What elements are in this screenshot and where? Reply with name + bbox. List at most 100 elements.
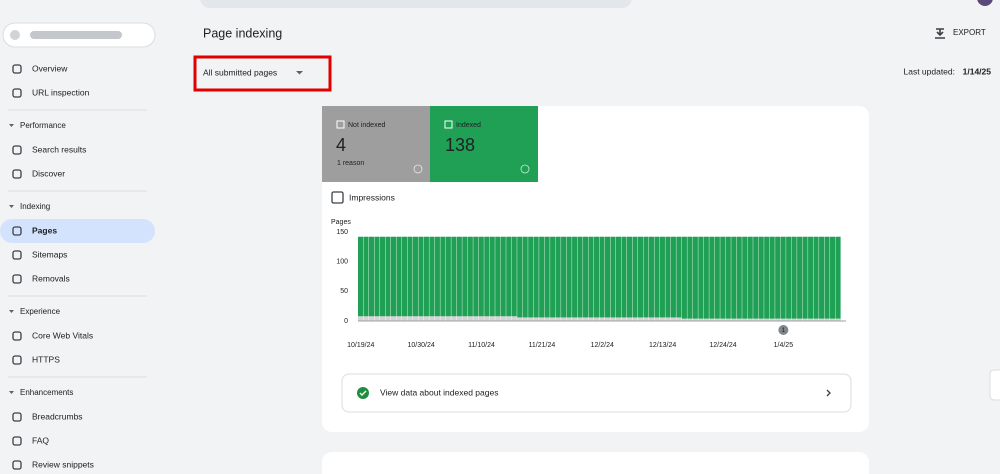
help-icon[interactable] <box>520 164 530 174</box>
nav-item[interactable]: URL inspection <box>32 87 90 97</box>
nav-icon <box>12 226 22 236</box>
nav-item[interactable]: Pages <box>32 225 57 235</box>
nav-icon <box>12 169 22 179</box>
bar-segment <box>445 236 451 317</box>
nav-item[interactable]: Review snippets <box>32 459 94 469</box>
nav-item[interactable]: Core Web Vitals <box>32 330 93 340</box>
bar-segment <box>528 236 534 318</box>
bar-segment <box>539 317 545 321</box>
bar-segment <box>418 316 424 321</box>
bar-segment <box>791 318 797 321</box>
nav-item[interactable]: Overview <box>32 63 68 73</box>
avatar[interactable] <box>977 0 993 6</box>
bar-segment <box>692 318 698 321</box>
nav-icon <box>12 412 22 422</box>
nav-section[interactable]: Enhancements <box>20 388 73 397</box>
bar-segment <box>764 236 770 319</box>
bar-segment <box>830 318 836 321</box>
bar-segment <box>429 236 435 317</box>
annotation-marker[interactable] <box>778 325 789 335</box>
search-bar[interactable] <box>200 0 632 8</box>
check-icon <box>357 387 369 399</box>
bar-segment <box>824 318 830 321</box>
bar-segment <box>731 318 737 321</box>
bar-segment <box>714 318 720 321</box>
bar-segment <box>434 316 440 321</box>
bar-segment <box>544 317 550 321</box>
bar-segment <box>681 318 687 321</box>
side-handle[interactable] <box>989 369 1000 401</box>
nav-section[interactable]: Performance <box>20 121 66 130</box>
bar-segment <box>835 236 841 319</box>
bar-segment <box>511 236 517 317</box>
bar-segment <box>824 236 830 319</box>
nav-item[interactable]: Removals <box>32 273 70 283</box>
nav-item[interactable]: Sitemaps <box>32 249 67 259</box>
bar-segment <box>621 317 627 321</box>
bar-segment <box>775 236 781 319</box>
bar-segment <box>396 316 402 321</box>
bar-segment <box>429 316 435 321</box>
view-data-button[interactable] <box>341 373 852 413</box>
x-tick-label: 12/13/24 <box>649 342 676 349</box>
not-indexed-tile[interactable] <box>322 106 430 182</box>
bar-segment <box>599 317 605 321</box>
nav-item[interactable]: Breadcrumbs <box>32 411 83 421</box>
next-card <box>322 452 869 474</box>
bar-segment <box>423 316 429 321</box>
page-title: Page indexing <box>203 26 282 40</box>
y-axis-title: Pages <box>331 219 351 226</box>
plot: 0 50 100 150 10/19/24 10/30/24 11/10/24 11/21/2… <box>336 229 846 349</box>
bar-segment <box>791 236 797 319</box>
bar-segment <box>374 316 380 321</box>
bar-segment <box>368 316 375 321</box>
bar-segment <box>670 317 676 321</box>
bar-segment <box>451 316 457 321</box>
bar-segment <box>753 236 759 319</box>
bar-segment <box>676 236 682 318</box>
property-blur <box>30 31 122 39</box>
bar-segment <box>555 317 561 321</box>
nav-selected <box>0 219 155 243</box>
bar-segment <box>517 317 523 321</box>
filter-dropdown[interactable]: All submitted pages <box>203 67 277 77</box>
nav-item[interactable]: Search results <box>32 144 86 154</box>
bar-segment <box>511 316 517 321</box>
bar-segment <box>539 236 545 318</box>
bar-segment <box>648 236 654 318</box>
bar-segment <box>736 318 742 321</box>
nav-section[interactable]: Experience <box>20 307 61 316</box>
export-button[interactable]: EXPORT <box>953 28 986 37</box>
sidebar: Overview URL inspection Performance Search … <box>0 63 155 470</box>
bar-segment <box>390 236 397 317</box>
bar-segment <box>572 236 578 318</box>
bar-segment <box>583 317 589 321</box>
bar-segment <box>489 236 495 317</box>
tile-value: 4 <box>336 135 346 155</box>
bar-segment <box>374 236 380 317</box>
bar-segment <box>725 236 731 319</box>
nav-item[interactable]: FAQ <box>32 435 49 445</box>
bar-segment <box>588 317 594 321</box>
bar-segment <box>577 317 583 321</box>
help-icon[interactable] <box>413 164 423 174</box>
bar-segment <box>566 317 572 321</box>
bar-segment <box>423 236 429 317</box>
nav-item[interactable]: Discover <box>32 168 65 178</box>
nav-item[interactable]: HTTPS <box>32 354 60 364</box>
bar-segment <box>522 236 528 318</box>
bar-segment <box>643 236 649 318</box>
bar-segment <box>775 318 781 321</box>
property-icon <box>10 30 20 40</box>
bar-segment <box>379 316 386 321</box>
impressions-checkbox[interactable] <box>331 191 344 204</box>
indexed-tile[interactable] <box>430 106 538 182</box>
section-caret <box>9 310 14 313</box>
bar-segment <box>434 236 440 317</box>
x-tick-label: 12/24/24 <box>709 342 736 349</box>
nav-section[interactable]: Indexing <box>20 202 50 211</box>
bar-segment <box>769 236 775 319</box>
bar-segment <box>533 236 539 318</box>
bar-segment <box>819 318 825 321</box>
